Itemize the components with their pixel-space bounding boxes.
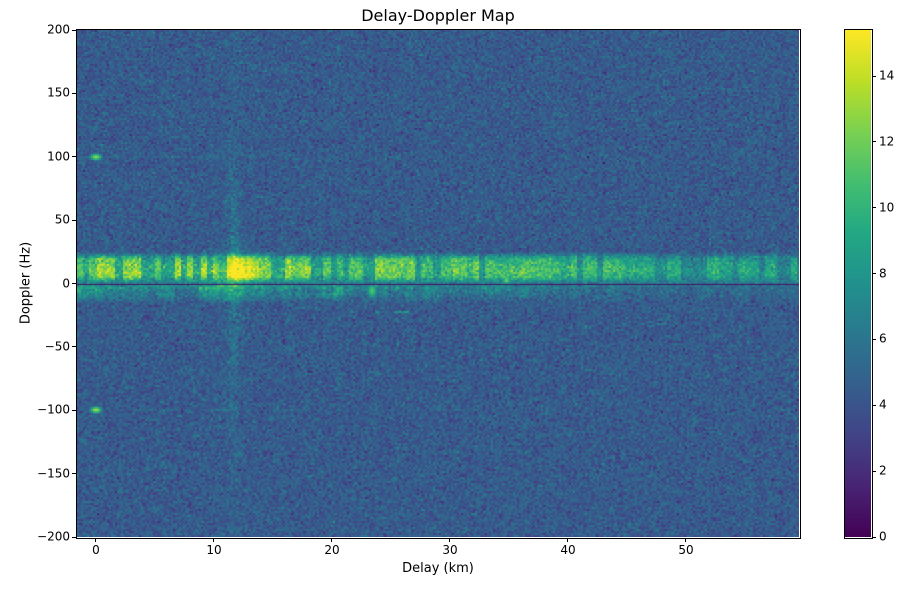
colorbar-tick-mark — [872, 338, 876, 340]
y-tick-label: 150 — [47, 85, 70, 100]
plot-title: Delay-Doppler Map — [361, 6, 515, 25]
colorbar-tick-label: 6 — [879, 331, 887, 346]
x-tick-mark — [95, 538, 97, 542]
y-tick-mark — [72, 29, 76, 31]
x-tick-label: 30 — [442, 543, 458, 557]
colorbar-tick-mark — [872, 207, 876, 209]
x-tick-label: 50 — [678, 543, 694, 557]
heatmap-canvas — [77, 30, 799, 537]
colorbar-tick-mark — [872, 404, 876, 406]
x-tick-label: 0 — [92, 543, 100, 557]
y-tick-mark — [72, 409, 76, 411]
y-axis-label: Doppler (Hz) — [18, 241, 34, 325]
y-tick-label: 200 — [47, 22, 70, 37]
x-axis-label: Delay (km) — [402, 561, 474, 576]
y-tick-label: −50 — [44, 339, 70, 354]
x-tick-label: 20 — [324, 543, 340, 557]
x-tick-mark — [213, 538, 215, 542]
y-tick-mark — [72, 536, 76, 538]
colorbar-tick-mark — [872, 470, 876, 472]
colorbar-tick-mark — [872, 273, 876, 275]
colorbar-tick-label: 4 — [879, 397, 887, 412]
colorbar-canvas — [845, 30, 871, 537]
y-tick-mark — [72, 283, 76, 284]
x-tick-mark — [685, 538, 687, 542]
colorbar-tick-label: 0 — [879, 529, 887, 544]
y-tick-mark — [72, 219, 76, 221]
y-tick-mark — [72, 346, 76, 348]
colorbar-tick-mark — [872, 536, 876, 538]
y-tick-label: −100 — [37, 402, 70, 417]
y-tick-label: −200 — [37, 529, 70, 544]
y-tick-label: 50 — [54, 212, 70, 227]
x-tick-mark — [449, 538, 451, 542]
colorbar-tick-mark — [872, 141, 876, 143]
colorbar-tick-label: 12 — [879, 134, 895, 149]
y-tick-mark — [72, 156, 76, 158]
y-tick-mark — [72, 473, 76, 475]
y-tick-label: 100 — [47, 149, 70, 164]
colorbar-tick-label: 10 — [879, 200, 895, 215]
colorbar-tick-label: 8 — [879, 266, 887, 281]
x-tick-mark — [331, 538, 333, 542]
y-tick-mark — [72, 92, 76, 94]
colorbar-tick-label: 2 — [879, 463, 887, 478]
colorbar-tick-label: 14 — [879, 68, 895, 83]
colorbar-tick-mark — [872, 75, 876, 77]
x-tick-label: 40 — [560, 543, 576, 557]
x-tick-mark — [567, 538, 569, 542]
x-tick-label: 10 — [206, 543, 222, 557]
y-tick-label: −150 — [37, 466, 70, 481]
